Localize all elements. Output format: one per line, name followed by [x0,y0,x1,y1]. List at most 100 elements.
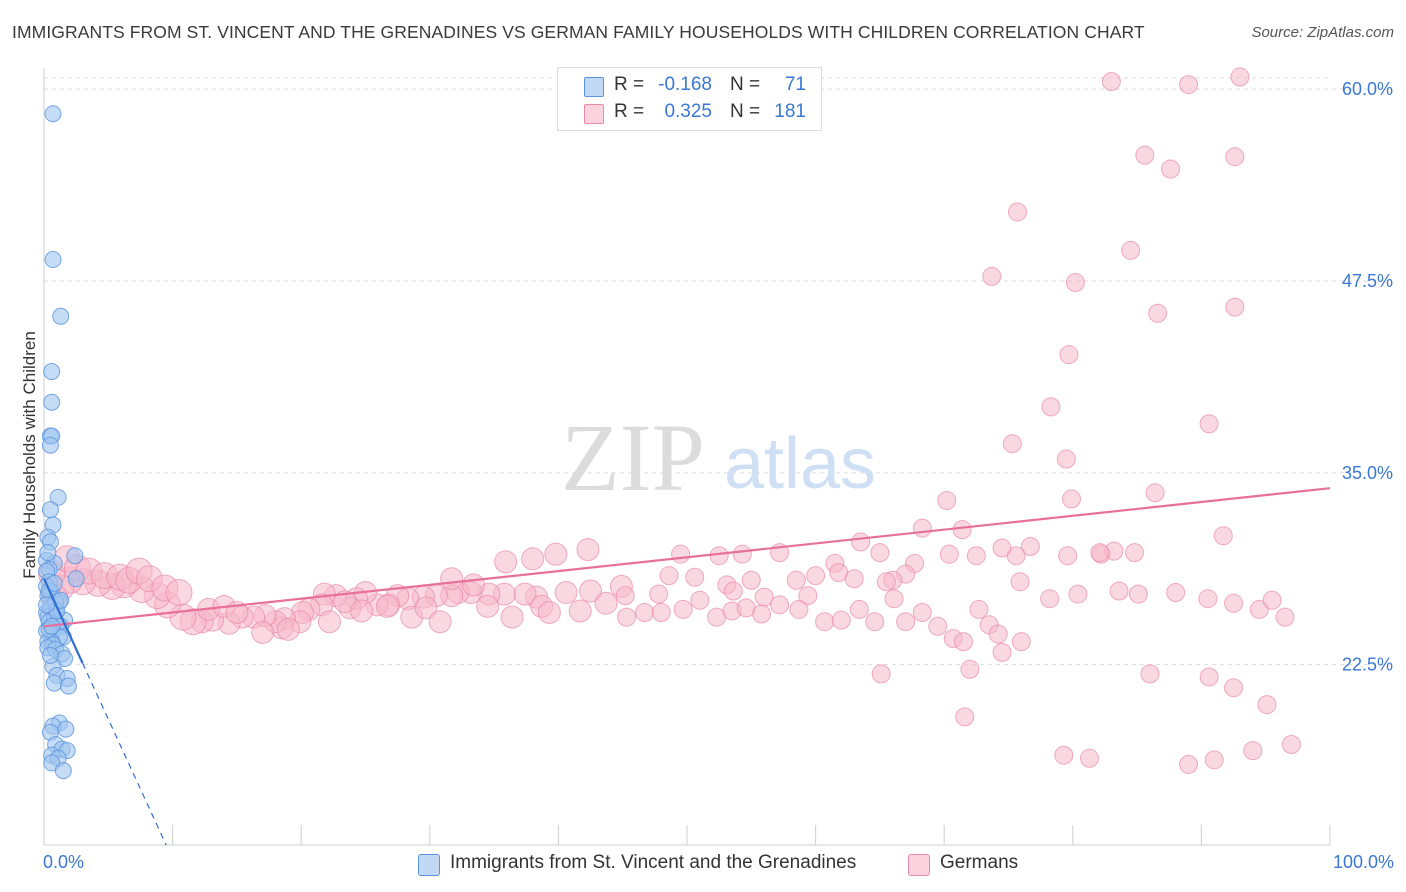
germans-point [969,599,989,619]
germans-point [992,642,1012,662]
germans-point [1179,75,1199,95]
germans-point [690,590,710,610]
germans-point [1135,145,1155,165]
germans-point [440,567,464,591]
trend-lines [42,487,1331,846]
immigrants-point [43,393,61,411]
germans-point [651,603,671,622]
immigrants-point [41,501,59,519]
immigrants-point [39,544,57,562]
watermark-atlas: atlas [724,424,876,504]
germans-point [428,610,452,634]
germans-point [709,546,729,566]
x-tick-label-max: 100.0% [1332,852,1394,872]
germans-point [594,591,618,615]
y-tick-label: 22.5% [1342,655,1393,675]
germans-point [955,707,975,727]
germans-point [1008,202,1028,222]
germans-point [576,538,600,562]
germans-point [1011,632,1031,652]
y-axis-label: Family Households with Children [20,331,39,579]
germans-point [1068,584,1088,604]
germans-point [462,573,486,597]
legend-row-immigrants: R = -0.168 N = 71 [558,74,821,100]
legend-swatch-immigrants [584,77,604,97]
germans-point [165,579,193,607]
germans-point [659,566,679,586]
germans-point [579,579,603,603]
germans-point [673,599,693,619]
germans-point [741,570,761,590]
germans-point [770,595,790,615]
germans-point [952,520,972,540]
germans-point [494,550,518,574]
germans-point [1080,748,1100,768]
y-tick-labels: 22.5% 35.0% 47.5% 60.0% [1342,79,1393,674]
germans-point [685,567,705,587]
immigrants-trend-extension [82,662,167,846]
germans-point [939,544,959,564]
germans-point [876,572,896,592]
germans-point [649,584,669,604]
germans-point [831,610,851,630]
legend-n-value: 181 [774,101,806,122]
legend-label-immigrants: Immigrants from St. Vincent and the Gren… [450,852,857,873]
watermark: ZIP atlas [561,404,876,511]
germans-point [1058,546,1078,566]
legend-swatch-germans [584,104,604,124]
germans-point [554,581,578,605]
germans-point [1199,414,1219,434]
germans-point [884,589,904,609]
legend-r-label: R = [614,74,645,95]
legend-label-germans: Germans [940,852,1019,873]
germans-point [1262,590,1282,610]
germans-point [960,659,980,679]
germans-point [870,543,890,563]
grid-lines [44,77,1393,666]
germans-point [1090,543,1110,563]
germans-point [806,566,826,586]
germans-point [1275,607,1295,627]
immigrants-trend-line [42,578,84,664]
germans-point [1198,589,1218,609]
germans-point [912,518,932,538]
germans-point [615,586,635,606]
germans-points [38,67,1301,774]
germans-point [1140,664,1160,684]
germans-point [1128,584,1148,604]
germans-point [1121,240,1141,260]
germans-point [1249,599,1269,619]
germans-point [871,664,891,684]
germans-point [1125,543,1145,563]
germans-point [350,599,374,623]
germans-point [1224,593,1244,613]
immigrants-point [49,488,67,506]
germans-point [752,604,772,624]
legend-n-value: 71 [784,74,806,95]
immigrants-point [67,570,85,588]
chart-title: IMMIGRANTS FROM ST. VINCENT AND THE GREN… [12,22,1145,42]
germans-point [798,586,818,606]
germans-point [851,532,871,552]
germans-point [1145,483,1165,503]
watermark-zip: ZIP [561,404,705,511]
immigrants-point [52,591,70,609]
germans-point [1062,489,1082,509]
germans-point [1224,678,1244,698]
germans-point [982,266,1002,286]
germans-point [635,603,655,622]
germans-point [1020,537,1040,557]
germans-point [1230,67,1250,87]
legend-row-germans: R = 0.325 N = 181 [558,101,821,127]
germans-point [1179,754,1199,774]
germans-point [276,617,300,641]
legend-swatch-immigrants [418,854,440,876]
germans-point [723,581,743,601]
germans-point [865,612,885,632]
immigrants-point [52,307,70,325]
correlation-legend: R = -0.168 N = 71 R = 0.325 N = 181 [557,67,822,131]
germans-point [537,601,561,624]
germans-point [1101,72,1121,92]
germans-point [544,542,568,566]
